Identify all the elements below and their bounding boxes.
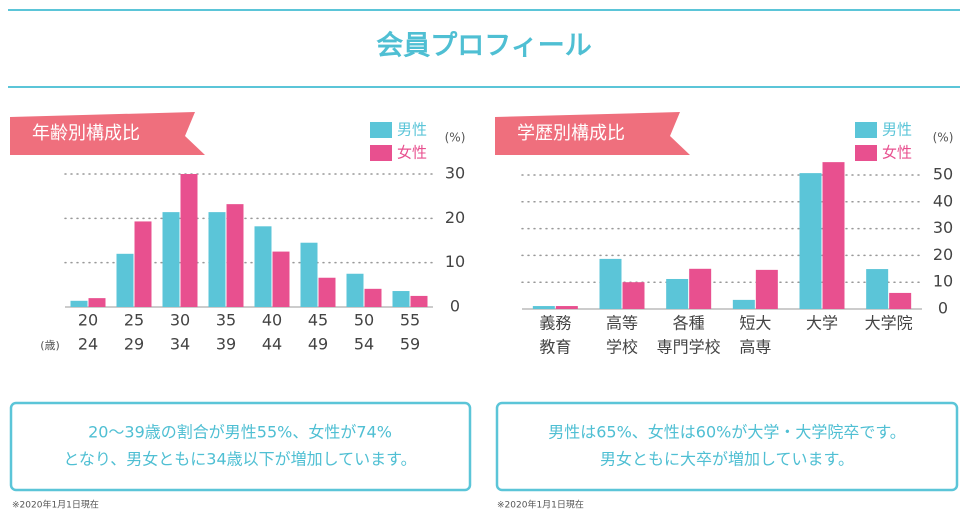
y-tick-label: 30 — [933, 218, 953, 237]
bar — [254, 226, 272, 307]
summary-text: となり、男女ともに34歳以下が増加しています。 — [63, 450, 416, 469]
summary-text: 20〜39歳の割合が男性55%、女性が74% — [88, 423, 392, 442]
x-tick-label: 40 — [262, 311, 282, 330]
x-tick-label: 59 — [400, 335, 420, 354]
x-tick-label: 34 — [170, 335, 190, 354]
bar — [226, 204, 244, 307]
x-tick-label: 55 — [400, 311, 420, 330]
x-tick-label: 義務 — [539, 314, 571, 333]
y-tick-label: 20 — [933, 245, 953, 264]
legend-label: 男性 — [882, 121, 912, 139]
x-tick-label: 24 — [78, 335, 98, 354]
bar — [410, 295, 428, 307]
y-tick-label: 10 — [933, 272, 953, 291]
bar — [162, 212, 180, 307]
x-unit-label: (歳) — [40, 339, 60, 352]
bar — [822, 162, 845, 309]
bar — [799, 173, 822, 309]
x-tick-label: 49 — [308, 335, 328, 354]
x-tick-label: 教育 — [539, 338, 571, 357]
bar — [622, 282, 645, 309]
x-tick-label: 44 — [262, 335, 282, 354]
legend-label: 男性 — [397, 121, 427, 139]
note: ※2020年1月1日現在 — [497, 499, 584, 511]
bar — [755, 269, 778, 309]
title-ribbon — [10, 112, 205, 155]
y-tick-label: 50 — [933, 165, 953, 184]
x-tick-label: 大学 — [806, 314, 838, 333]
x-tick-label: 専門学校 — [657, 338, 721, 357]
bar — [732, 299, 755, 309]
x-tick-label: 高等 — [606, 314, 638, 333]
y-tick-label: 10 — [445, 252, 465, 271]
legend-swatch — [370, 145, 392, 161]
bar — [134, 221, 152, 307]
legend-swatch — [855, 122, 877, 138]
legend-swatch — [370, 122, 392, 138]
bar — [689, 268, 712, 309]
bar — [300, 242, 318, 307]
y-tick-label: 40 — [933, 191, 953, 210]
x-tick-label: 25 — [124, 311, 144, 330]
chart-title: 学歴別構成比 — [517, 123, 625, 144]
x-tick-label: 学校 — [606, 338, 638, 357]
summary-text: 男女ともに大卒が増加しています。 — [600, 450, 854, 469]
legend-label: 女性 — [397, 144, 427, 162]
x-tick-label: 20 — [78, 311, 98, 330]
bar — [272, 251, 290, 307]
x-tick-label: 50 — [354, 311, 374, 330]
bar — [889, 292, 912, 309]
y-tick-label: 30 — [445, 164, 465, 183]
x-tick-label: 大学院 — [865, 314, 913, 333]
unit-label: (%) — [933, 131, 954, 145]
summary-box — [495, 401, 959, 492]
bar — [116, 253, 134, 307]
bar — [532, 306, 555, 309]
note: ※2020年1月1日現在 — [12, 499, 99, 511]
x-tick-label: 短大 — [739, 314, 771, 333]
summary-box — [9, 401, 472, 492]
chart-title: 年齢別構成比 — [32, 123, 140, 144]
bar — [866, 269, 889, 309]
bar — [318, 277, 336, 307]
bar — [555, 306, 578, 309]
x-tick-label: 45 — [308, 311, 328, 330]
bar — [364, 288, 382, 307]
x-tick-label: 29 — [124, 335, 144, 354]
bar — [70, 300, 88, 307]
bar — [180, 174, 198, 307]
bar — [346, 273, 364, 307]
bar — [666, 278, 689, 309]
x-tick-label: 高専 — [739, 338, 771, 357]
y-tick-label: 0 — [450, 297, 460, 316]
x-tick-label: 54 — [354, 335, 374, 354]
summary-text: 男性は65%、女性は60%が大学・大学院卒です。 — [548, 423, 906, 442]
x-tick-label: 30 — [170, 311, 190, 330]
x-tick-label: 35 — [216, 311, 236, 330]
x-tick-label: 39 — [216, 335, 236, 354]
unit-label: (%) — [445, 131, 466, 145]
x-tick-label: 各種 — [673, 314, 705, 333]
bar — [208, 212, 226, 307]
y-tick-label: 0 — [938, 299, 948, 318]
title-ribbon — [495, 112, 690, 155]
page-title: 会員プロフィール — [376, 31, 591, 62]
y-tick-label: 20 — [445, 208, 465, 227]
bar — [599, 258, 622, 309]
legend-label: 女性 — [882, 144, 912, 162]
bar — [392, 291, 410, 307]
bar — [88, 298, 106, 307]
legend-swatch — [855, 145, 877, 161]
